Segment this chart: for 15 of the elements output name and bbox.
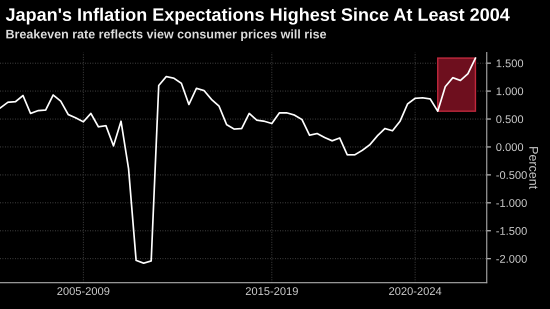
x-tick-label: 2015-2019 [246, 287, 298, 296]
y-tick-label: 0.500 [496, 115, 524, 124]
chart-title: Japan's Inflation Expectations Highest Since At Least 2004 [6, 8, 510, 25]
y-tick-label: 0.000 [496, 143, 524, 152]
y-tick-label: 1.000 [496, 87, 524, 96]
line-series [0, 57, 476, 264]
y-tick-label: 1.500 [496, 59, 524, 68]
x-tick-label: 2005-2009 [57, 287, 110, 296]
x-tick-label: 2020-2024 [389, 287, 442, 296]
y-axis-title: Percent [529, 147, 538, 190]
y-tick-label: -2.000 [496, 254, 527, 263]
y-tick-label: -1.500 [496, 227, 527, 235]
y-tick-label: -0.500 [496, 171, 527, 180]
y-tick-label: -1.000 [496, 199, 527, 207]
chart-subtitle: Breakeven rate reflects view consumer prices will rise [6, 29, 326, 42]
